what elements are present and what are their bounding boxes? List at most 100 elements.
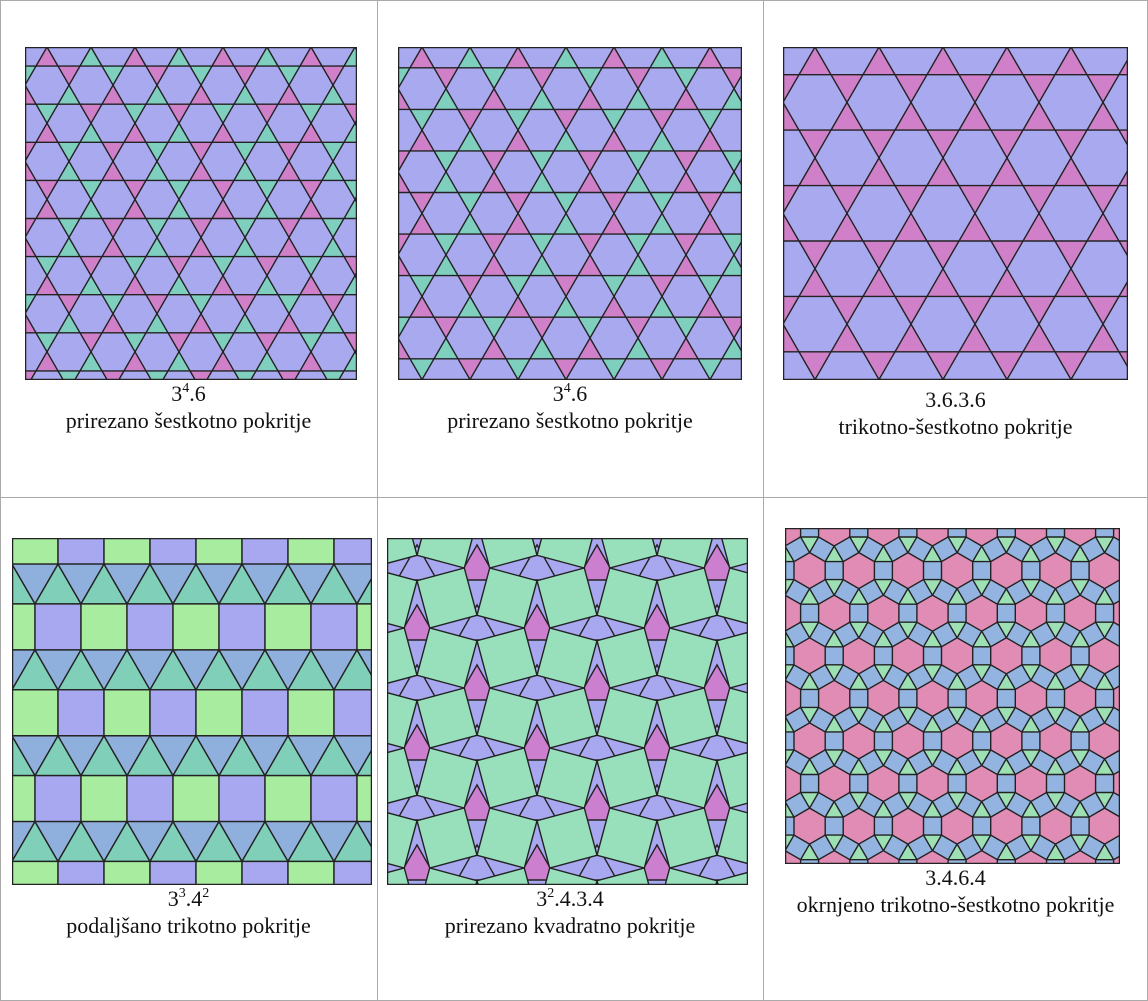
tile xyxy=(1021,74,1057,104)
tile xyxy=(126,603,174,651)
tile xyxy=(298,197,324,220)
notation: 33.42 xyxy=(5,885,372,912)
tile xyxy=(387,627,418,685)
tile xyxy=(1085,295,1121,326)
tile xyxy=(946,791,968,810)
tile xyxy=(100,141,126,163)
tile xyxy=(1094,757,1115,776)
tile xyxy=(298,103,324,125)
tile xyxy=(922,544,943,563)
tile xyxy=(12,860,59,885)
tile xyxy=(823,834,845,853)
tile xyxy=(34,332,60,354)
tile xyxy=(823,800,845,818)
tile xyxy=(1020,664,1042,682)
tile xyxy=(897,587,919,605)
tile xyxy=(925,156,961,187)
tile xyxy=(552,358,580,380)
tile xyxy=(552,108,580,132)
tile xyxy=(1085,101,1121,131)
tile xyxy=(720,336,742,360)
tile xyxy=(797,129,833,160)
tile xyxy=(188,159,214,182)
notation-part: 3.6.3.6 xyxy=(925,387,986,412)
tiling-image xyxy=(785,528,1120,864)
tile xyxy=(56,141,82,163)
tile xyxy=(716,631,748,689)
tile xyxy=(648,128,676,152)
tile xyxy=(635,843,679,881)
tile xyxy=(456,47,484,69)
tile xyxy=(195,689,243,737)
tile xyxy=(656,567,718,629)
tile xyxy=(528,67,556,91)
tile xyxy=(476,567,538,629)
tile xyxy=(873,578,894,597)
notation: 32.4.3.4 xyxy=(382,885,758,912)
tile xyxy=(946,757,968,776)
tile xyxy=(166,350,192,372)
tiling-image xyxy=(12,538,372,885)
tile xyxy=(210,350,236,372)
tile xyxy=(873,664,894,682)
exponent: 3 xyxy=(178,886,186,901)
tile xyxy=(342,332,357,354)
tile xyxy=(783,74,801,104)
tile xyxy=(504,191,532,215)
tile xyxy=(576,67,604,91)
tile xyxy=(432,253,460,277)
tile xyxy=(276,217,302,239)
tile xyxy=(144,159,170,182)
tile xyxy=(1112,599,1120,627)
tile xyxy=(946,706,968,725)
tile xyxy=(873,749,894,767)
tile xyxy=(785,715,796,733)
tile xyxy=(996,536,1017,555)
tile xyxy=(103,860,151,885)
tile xyxy=(398,67,412,91)
tile xyxy=(100,236,126,258)
tile xyxy=(989,47,1025,76)
tile xyxy=(552,191,580,215)
tile xyxy=(480,67,508,91)
tile xyxy=(635,603,679,641)
tile xyxy=(25,217,38,239)
tile xyxy=(996,621,1017,640)
notation-part: 3 xyxy=(536,886,548,911)
tile xyxy=(1088,636,1120,675)
tile xyxy=(254,121,280,144)
tile xyxy=(823,664,845,682)
tile xyxy=(232,83,258,105)
tile xyxy=(455,783,499,821)
tile xyxy=(848,672,870,691)
tile xyxy=(925,129,961,160)
tile xyxy=(195,860,243,885)
tile xyxy=(455,663,499,701)
tile xyxy=(166,179,192,201)
tile xyxy=(648,274,676,298)
tile xyxy=(432,67,460,91)
tile xyxy=(716,807,748,865)
tile xyxy=(785,800,796,818)
tile xyxy=(799,842,820,861)
image-border xyxy=(25,47,357,380)
tile xyxy=(1088,551,1120,590)
tile xyxy=(122,274,148,296)
tile xyxy=(596,687,658,749)
tile xyxy=(797,240,833,271)
tile xyxy=(398,336,412,360)
tile xyxy=(122,103,148,125)
tile xyxy=(56,65,82,87)
tile xyxy=(416,567,478,629)
tile xyxy=(476,687,538,749)
tile xyxy=(528,316,556,340)
tile xyxy=(989,240,1025,271)
tile xyxy=(893,322,929,353)
tile xyxy=(342,179,357,201)
tile xyxy=(408,108,436,132)
tile xyxy=(480,87,508,111)
tiling xyxy=(25,47,357,380)
tile xyxy=(1085,74,1121,104)
tile xyxy=(25,159,38,182)
tile xyxy=(254,332,280,354)
